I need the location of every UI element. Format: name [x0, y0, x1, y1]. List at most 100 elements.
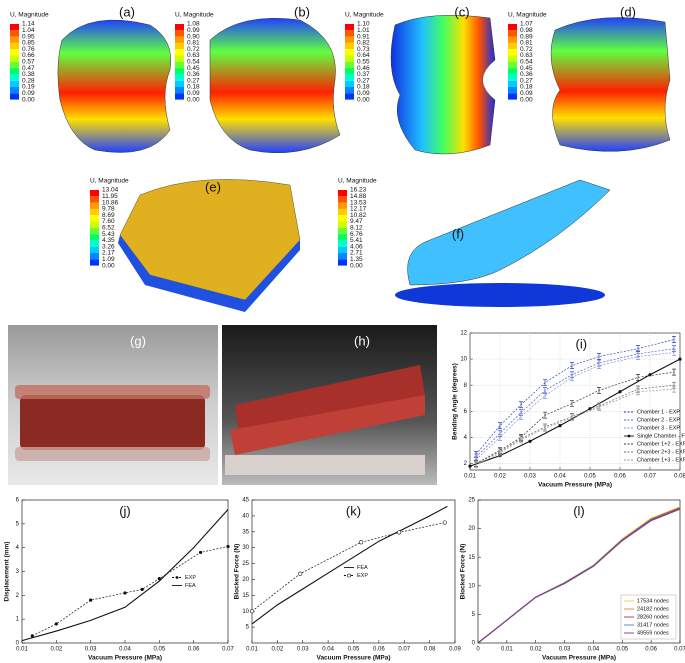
colorbar-tick: 0.09: [520, 90, 533, 97]
colorbar-band: [10, 93, 19, 100]
marker: [474, 461, 478, 469]
colorbar-band: [508, 49, 517, 56]
colorbar-tick: 0.82: [357, 40, 370, 47]
colorbar-tick: 0.37: [357, 71, 370, 78]
x-tick-label: 0.08: [424, 647, 436, 653]
colorbar-tick: 9.47: [350, 218, 363, 225]
colorbar-band: [508, 55, 517, 62]
marker: [597, 387, 601, 394]
panel-label: (l): [573, 503, 585, 518]
marker: [226, 544, 230, 549]
marker: [249, 609, 255, 614]
colorbar-band: [175, 24, 184, 31]
y-tick-label: 15: [242, 593, 249, 599]
colorbar-tick: 0.98: [520, 27, 533, 34]
colorbar-tick: 0.36: [520, 71, 533, 78]
x-tick-label: 0.05: [584, 474, 596, 480]
legend-label: Chamber 1+3 - EXP: [637, 457, 685, 463]
marker: [597, 404, 601, 411]
x-tick-label: 0.02: [272, 647, 284, 653]
y-axis-label: Bending Angle (degrees): [452, 363, 459, 440]
marker: [570, 400, 574, 407]
colorbar-tick: 5.41: [350, 237, 363, 244]
marker: [519, 436, 523, 444]
colorbar-tick: 1.09: [102, 256, 115, 263]
panel-label: (d): [620, 4, 636, 19]
chart: 0 0.01 0.02 0.03 0.04 0.05 0.06 0.07 0 5 10 15 20 25 V…: [460, 498, 685, 662]
colorbar-tick: 0.81: [187, 40, 200, 47]
series-line: [251, 505, 448, 625]
colorbar-band: [345, 87, 354, 94]
colorbar-band: [90, 190, 99, 197]
colorbar-tick: 2.71: [350, 250, 363, 257]
y-tick-label: 25: [468, 498, 475, 504]
colorbar-tick: 9.78: [102, 206, 115, 213]
colorbar-band: [10, 24, 19, 31]
colorbar-band: [508, 61, 517, 69]
y-tick-label: 10: [460, 357, 467, 363]
fea-shapes: [57, 15, 671, 312]
colorbar-band: [338, 240, 347, 247]
colorbar-tick: 5.43: [102, 231, 115, 238]
colorbar-band: [508, 36, 517, 43]
colorbar-tick: 0.18: [187, 84, 200, 91]
colorbar-band: [338, 253, 347, 260]
colorbar-band: [345, 61, 354, 69]
colorbar-band: [90, 202, 99, 209]
colorbar-tick: 7.60: [102, 218, 115, 225]
marker: [359, 540, 364, 545]
colorbar-band: [175, 93, 184, 100]
x-tick-label: 0.02: [494, 474, 506, 480]
colorbar-band: [10, 49, 19, 56]
colorbar-band: [10, 55, 19, 62]
colorbar-tick: 0.09: [187, 90, 200, 97]
series-line: [21, 509, 229, 642]
marker: [672, 349, 676, 356]
marker: [498, 449, 502, 457]
colorbar-tick: 0.00: [357, 96, 370, 103]
marker: [442, 520, 447, 525]
legend-marker: [347, 573, 351, 578]
colorbar-band: [338, 208, 347, 216]
panel-label: (k): [346, 503, 361, 518]
colorbar-band: [345, 93, 354, 100]
colorbar-tick: 0.54: [520, 59, 533, 66]
panel-label: (e): [205, 179, 221, 194]
chart: 0.01 0.02 0.03 0.04 0.05 0.06 0.07 0.08 2 4 6 8 10 12…: [452, 331, 685, 489]
y-tick-label: 0: [16, 641, 20, 647]
colorbar-band: [10, 36, 19, 43]
colorbar-title: U, Magnitude: [90, 178, 129, 185]
y-axis-label: Blocked Force (N): [234, 544, 241, 600]
colorbar-tick: 1.01: [357, 27, 370, 34]
colorbar-band: [508, 30, 517, 37]
panel-label: (g): [130, 333, 146, 348]
colorbar-tick: 0.28: [22, 77, 35, 84]
legend-label: Single Chamber - FEA: [637, 433, 685, 439]
colorbar-tick: 0.19: [22, 84, 35, 91]
colorbar-band: [175, 74, 184, 81]
colorbar-tick: 0.66: [22, 52, 35, 59]
colorbar-tick: 0.00: [22, 96, 35, 103]
colorbar-tick: 0.63: [520, 52, 533, 59]
x-axis-label: Vacuum Pressure (MPa): [538, 482, 612, 489]
colorbar-tick: 0.54: [187, 59, 200, 66]
x-tick-label: 0: [476, 647, 480, 653]
x-tick-label: 0.08: [674, 474, 685, 480]
colorbar-band: [508, 68, 517, 75]
marker: [54, 622, 58, 626]
colorbar-tick: 3.26: [102, 243, 115, 250]
colorbar-tick: 10.86: [102, 199, 119, 206]
marker: [618, 390, 622, 394]
colorbar-tick: 4.35: [102, 237, 115, 244]
y-axis-label: Blocked Force (N): [460, 544, 467, 600]
colorbar-tick: 0.18: [357, 84, 370, 91]
colorbar-tick: 0.89: [520, 33, 533, 40]
colorbar-tick: 0.76: [22, 46, 35, 53]
plot-frame: [251, 499, 456, 644]
marker: [558, 424, 562, 428]
colorbar-tick: 0.00: [350, 262, 363, 269]
colorbar-tick: 0.55: [357, 59, 370, 66]
marker: [636, 388, 640, 396]
colorbar-band: [345, 36, 354, 43]
